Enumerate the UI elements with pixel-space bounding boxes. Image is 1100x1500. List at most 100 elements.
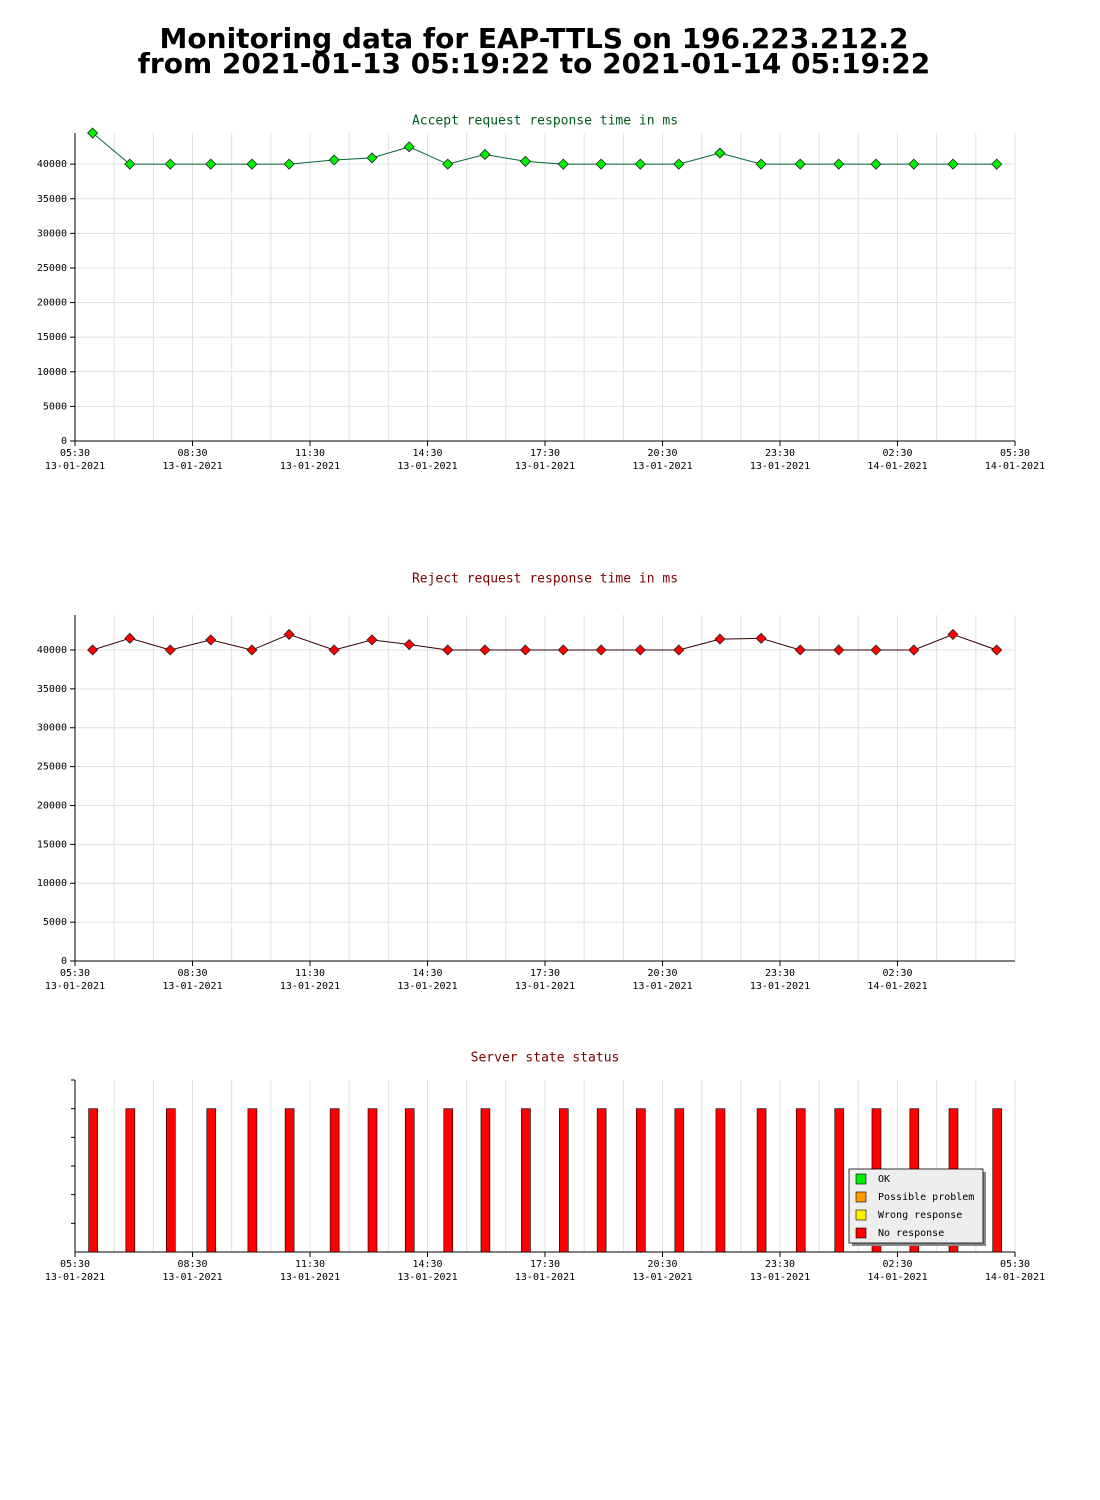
point <box>755 632 767 644</box>
y-tick-label: 0 <box>61 436 67 447</box>
x-tick-label: 23:30 <box>765 968 795 979</box>
status-bar <box>480 1108 491 1253</box>
point <box>870 644 882 656</box>
y-tick-label: 15000 <box>37 839 67 850</box>
status-bar <box>367 1108 378 1253</box>
y-tick-label: 5000 <box>43 401 67 412</box>
point <box>833 644 845 656</box>
point <box>870 158 882 170</box>
status-bar <box>715 1108 726 1253</box>
point <box>908 644 920 656</box>
x-tick-label: 02:30 <box>882 1259 912 1270</box>
point <box>519 155 531 167</box>
legend-swatch <box>855 1227 867 1239</box>
point <box>794 158 806 170</box>
x-tick-label: 14:30 <box>412 1259 442 1270</box>
x-tick-label: 08:30 <box>177 1259 207 1270</box>
x-tick-label: 23:30 <box>765 448 795 459</box>
x-tick-label: 05:30 <box>60 968 90 979</box>
point <box>283 628 295 641</box>
point <box>205 158 217 170</box>
status-bar <box>674 1108 685 1253</box>
chart-title: Accept request response time in ms <box>412 114 678 129</box>
point <box>595 644 607 656</box>
status-bar <box>284 1108 295 1253</box>
y-tick-label: 25000 <box>37 762 67 773</box>
x-tick-label: 17:30 <box>530 448 560 459</box>
x-tick-label: 05:30 <box>1000 1259 1030 1270</box>
y-tick-label: 15000 <box>37 332 67 343</box>
point <box>246 158 258 170</box>
chart-title: Server state status <box>471 1051 620 1066</box>
legend-swatch <box>855 1173 867 1185</box>
point <box>403 141 415 153</box>
x-tick-date: 14-01-2021 <box>985 1272 1045 1283</box>
y-tick-label: 30000 <box>37 228 67 239</box>
x-tick-date: 13-01-2021 <box>750 981 810 992</box>
point <box>991 644 1003 656</box>
x-tick-label: 08:30 <box>177 448 207 459</box>
point <box>124 632 136 644</box>
x-tick-date: 14-01-2021 <box>867 461 927 472</box>
point <box>833 158 845 170</box>
legend-label: Wrong response <box>878 1210 962 1221</box>
status-bar <box>636 1108 646 1253</box>
page-subtitle: from 2021-01-13 05:19:22 to 2021-01-14 0… <box>138 47 931 80</box>
point <box>634 158 646 170</box>
chart-title: Reject request response time in ms <box>412 572 678 587</box>
x-tick-label: 11:30 <box>295 968 325 979</box>
point <box>328 644 340 656</box>
point <box>479 148 491 161</box>
point <box>164 644 176 656</box>
series-line <box>92 132 997 165</box>
x-tick-label: 14:30 <box>412 448 442 459</box>
x-tick-label: 02:30 <box>882 968 912 979</box>
x-tick-date: 13-01-2021 <box>45 461 105 472</box>
x-tick-date: 13-01-2021 <box>632 981 692 992</box>
status-bar <box>992 1108 1003 1253</box>
legend-label: No response <box>878 1228 944 1239</box>
point <box>283 158 295 170</box>
status-bar <box>795 1108 806 1253</box>
status-bar <box>404 1108 415 1253</box>
point <box>164 158 176 170</box>
x-tick-date: 13-01-2021 <box>280 1272 340 1283</box>
y-tick-label: 20000 <box>37 800 67 811</box>
y-tick-label: 0 <box>61 956 67 967</box>
y-tick-label: 40000 <box>37 645 67 656</box>
point <box>479 644 491 656</box>
x-tick-label: 14:30 <box>412 968 442 979</box>
y-tick-label: 30000 <box>37 723 67 734</box>
status-bar <box>558 1108 569 1253</box>
x-tick-label: 08:30 <box>177 968 207 979</box>
point <box>908 158 920 170</box>
y-tick-label: 10000 <box>37 878 67 889</box>
status-bar <box>166 1108 176 1253</box>
x-tick-date: 13-01-2021 <box>162 1272 222 1283</box>
x-tick-date: 13-01-2021 <box>280 981 340 992</box>
point <box>634 644 646 656</box>
x-tick-date: 13-01-2021 <box>515 461 575 472</box>
point <box>366 152 378 164</box>
x-tick-label: 11:30 <box>295 1259 325 1270</box>
x-tick-label: 20:30 <box>647 1259 677 1270</box>
point <box>403 638 415 651</box>
y-tick-label: 20000 <box>37 298 67 309</box>
x-tick-date: 13-01-2021 <box>45 1272 105 1283</box>
y-tick-label: 35000 <box>37 684 67 695</box>
x-tick-date: 13-01-2021 <box>162 981 222 992</box>
status-bar <box>443 1108 454 1253</box>
y-tick-label: 25000 <box>37 263 67 274</box>
x-tick-label: 17:30 <box>530 1259 560 1270</box>
point <box>328 154 340 166</box>
point <box>947 628 959 641</box>
x-tick-date: 13-01-2021 <box>750 1272 810 1283</box>
point <box>246 644 258 656</box>
x-tick-date: 13-01-2021 <box>397 981 457 992</box>
legend-label: OK <box>878 1174 890 1185</box>
point <box>991 158 1003 170</box>
point <box>205 634 217 646</box>
x-tick-label: 20:30 <box>647 968 677 979</box>
status-bar <box>329 1108 340 1253</box>
point <box>442 158 454 170</box>
